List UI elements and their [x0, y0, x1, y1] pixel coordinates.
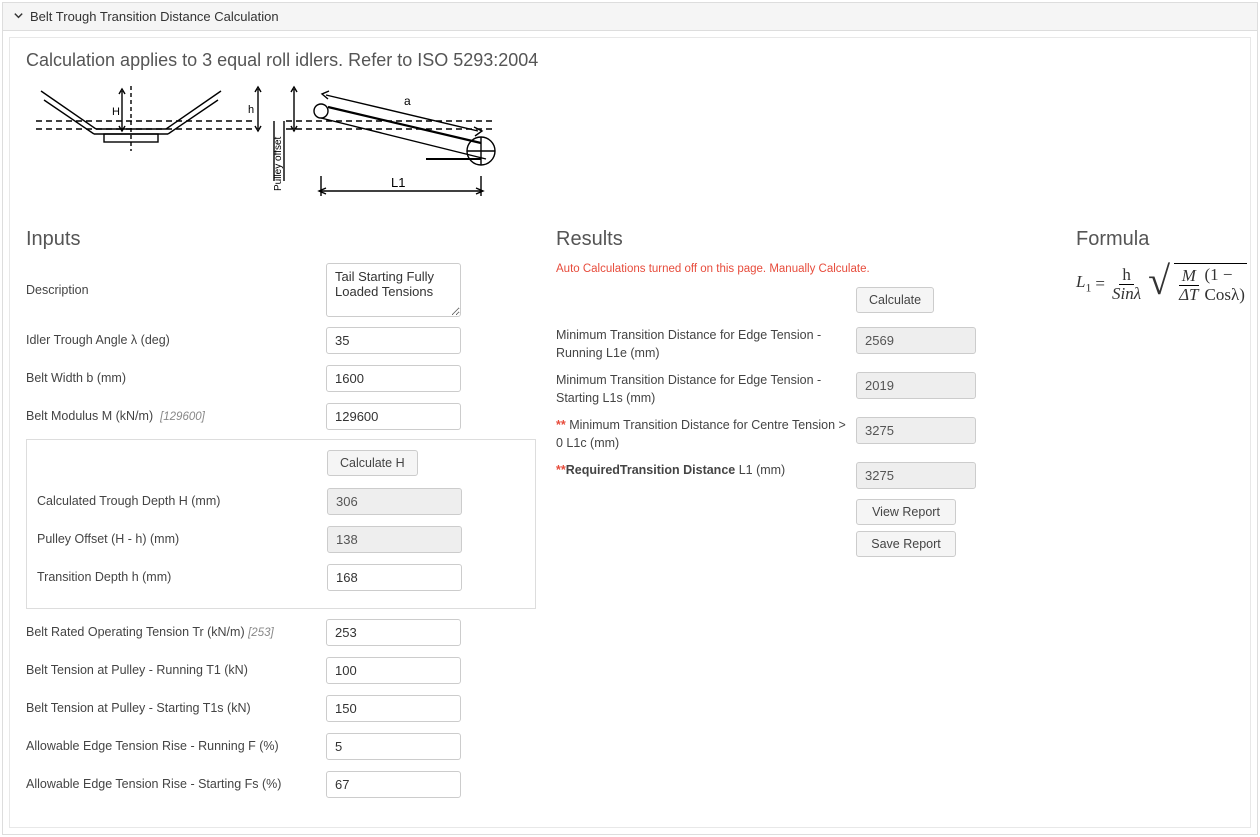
results-heading: Results — [556, 228, 1056, 251]
l1-required-output — [856, 462, 976, 489]
view-report-button[interactable]: View Report — [856, 499, 956, 525]
calculate-button[interactable]: Calculate — [856, 287, 934, 313]
panel-body: Calculation applies to 3 equal roll idle… — [9, 37, 1251, 828]
save-report-button[interactable]: Save Report — [856, 531, 956, 557]
svg-text:L1: L1 — [391, 175, 405, 190]
results-column: Results Auto Calculations turned off on … — [556, 228, 1056, 807]
width-label: Belt Width b (mm) — [26, 371, 326, 385]
t1-label: Belt Tension at Pulley - Running T1 (kN) — [26, 663, 326, 677]
trough-diagram: H h Pulley offset — [26, 81, 1234, 214]
fs-label: Allowable Edge Tension Rise - Starting F… — [26, 777, 326, 791]
t1-input[interactable] — [326, 657, 461, 684]
l1s-output — [856, 372, 976, 399]
l1-required-label: **RequiredTransition Distance L1 (mm) — [556, 462, 856, 480]
inputs-column: Inputs Description Tail Starting Fully L… — [26, 228, 536, 807]
panel: Belt Trough Transition Distance Calculat… — [2, 2, 1258, 835]
calculate-h-button[interactable]: Calculate H — [327, 450, 418, 476]
modulus-input[interactable] — [326, 403, 461, 430]
f-input[interactable] — [326, 733, 461, 760]
formula-display: L1 = h Sinλ √ M ΔT (1 − Cosλ) — [1076, 263, 1247, 305]
depth-h-lower-label: Transition Depth h (mm) — [37, 570, 327, 584]
description-input[interactable]: Tail Starting Fully Loaded Tensions — [326, 263, 461, 317]
l1s-label: Minimum Transition Distance for Edge Ten… — [556, 372, 856, 407]
offset-output — [327, 526, 462, 553]
description-label: Description — [26, 283, 326, 297]
l1e-output — [856, 327, 976, 354]
trough-depth-subbox: Calculate H Calculated Trough Depth H (m… — [26, 439, 536, 609]
l1c-output — [856, 417, 976, 444]
angle-input[interactable] — [326, 327, 461, 354]
f-label: Allowable Edge Tension Rise - Running F … — [26, 739, 326, 753]
t1s-label: Belt Tension at Pulley - Starting T1s (k… — [26, 701, 326, 715]
subtitle: Calculation applies to 3 equal roll idle… — [26, 50, 1234, 71]
auto-calc-warning: Auto Calculations turned off on this pag… — [556, 263, 1056, 275]
depth-h-upper-label: Calculated Trough Depth H (mm) — [37, 494, 327, 508]
tr-input[interactable] — [326, 619, 461, 646]
svg-text:H: H — [112, 106, 120, 118]
tr-label: Belt Rated Operating Tension Tr (kN/m) [… — [26, 625, 326, 639]
l1e-label: Minimum Transition Distance for Edge Ten… — [556, 327, 856, 362]
depth-h-lower-input[interactable] — [327, 564, 462, 591]
t1s-input[interactable] — [326, 695, 461, 722]
angle-label: Idler Trough Angle λ (deg) — [26, 333, 326, 347]
svg-text:a: a — [404, 94, 411, 108]
formula-heading: Formula — [1076, 228, 1247, 251]
chevron-down-icon — [13, 9, 24, 24]
fs-input[interactable] — [326, 771, 461, 798]
panel-header[interactable]: Belt Trough Transition Distance Calculat… — [3, 3, 1257, 31]
formula-column: Formula L1 = h Sinλ √ M ΔT (1 − Cosλ) — [1076, 228, 1247, 807]
l1c-label: ** Minimum Transition Distance for Centr… — [556, 417, 856, 452]
modulus-label: Belt Modulus M (kN/m) [129600] — [26, 409, 326, 423]
width-input[interactable] — [326, 365, 461, 392]
svg-text:Pulley offset: Pulley offset — [273, 136, 284, 191]
offset-label: Pulley Offset (H - h) (mm) — [37, 532, 327, 546]
inputs-heading: Inputs — [26, 228, 536, 251]
panel-title: Belt Trough Transition Distance Calculat… — [30, 9, 279, 24]
svg-text:h: h — [248, 104, 254, 116]
depth-h-upper-output — [327, 488, 462, 515]
